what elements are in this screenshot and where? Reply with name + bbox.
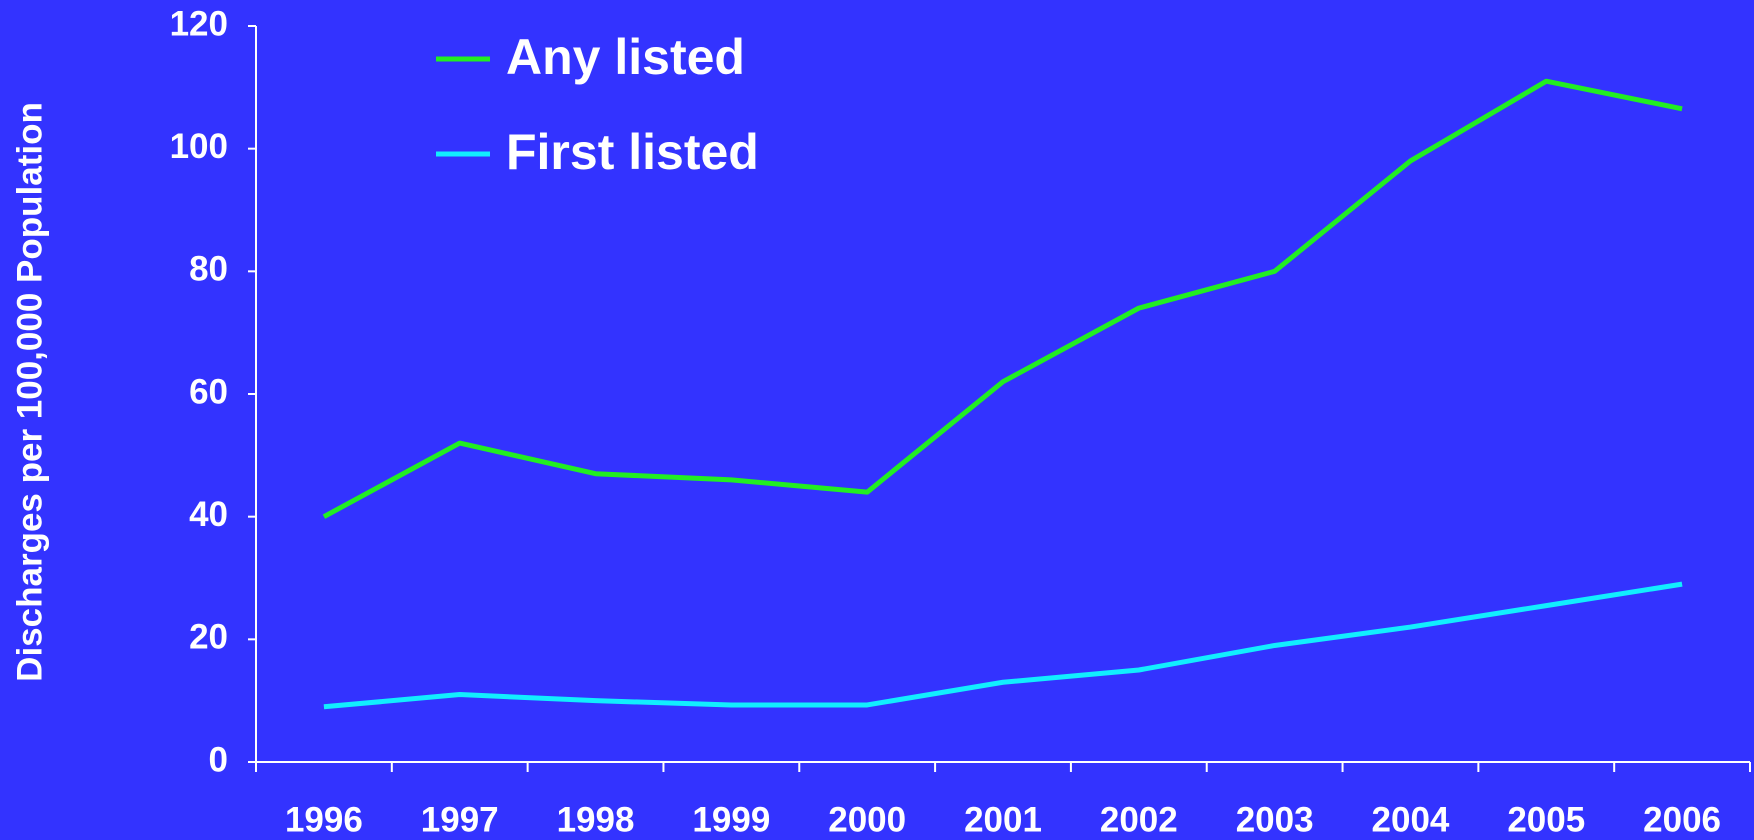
x-tick-label: 1996 xyxy=(285,800,363,839)
y-tick-label: 0 xyxy=(209,740,228,779)
y-tick-label: 40 xyxy=(189,495,228,534)
series-line xyxy=(323,581,1683,710)
x-tick-label: 2005 xyxy=(1507,800,1585,839)
x-tick-label: 1999 xyxy=(692,800,770,839)
legend-label: First listed xyxy=(506,124,759,180)
x-tick-label: 2002 xyxy=(1100,800,1178,839)
y-tick-label: 120 xyxy=(170,4,228,43)
y-tick-label: 20 xyxy=(189,618,228,657)
y-tick-label: 100 xyxy=(170,127,228,166)
x-tick-label: 2000 xyxy=(828,800,906,839)
y-axis-label: Discharges per 100,000 Population xyxy=(10,102,49,682)
x-tick-label: 1998 xyxy=(557,800,635,839)
x-tick-label: 2006 xyxy=(1643,800,1721,839)
x-tick-label: 2001 xyxy=(964,800,1042,839)
x-tick-label: 2003 xyxy=(1236,800,1314,839)
x-tick-label: 2004 xyxy=(1372,800,1450,839)
series-line xyxy=(322,78,1683,519)
legend-label: Any listed xyxy=(506,29,745,85)
y-tick-label: 60 xyxy=(189,372,228,411)
x-tick-label: 1997 xyxy=(421,800,499,839)
y-tick-label: 80 xyxy=(189,250,228,289)
